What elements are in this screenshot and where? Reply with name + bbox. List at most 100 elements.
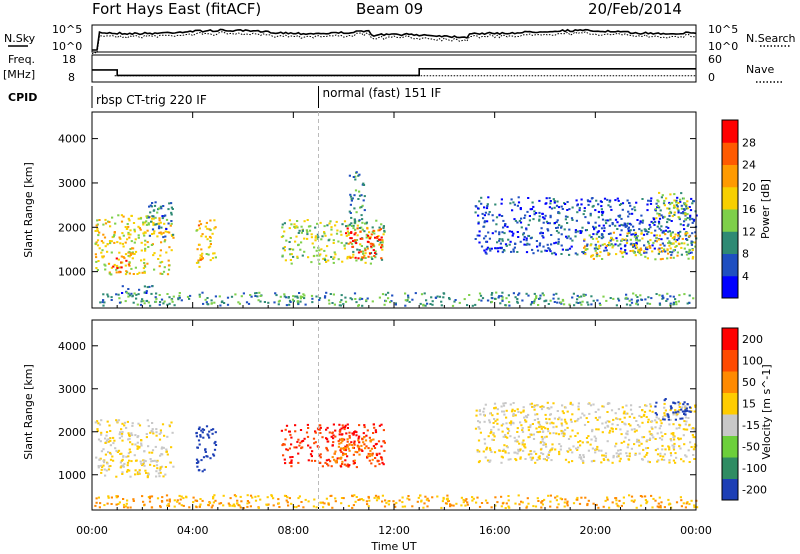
scatter-cell <box>460 496 463 499</box>
scatter-cell <box>549 449 552 452</box>
scatter-cell <box>374 236 377 239</box>
scatter-cell <box>330 435 333 438</box>
scatter-cell <box>556 410 559 412</box>
scatter-cell <box>661 435 664 438</box>
scatter-cell <box>478 505 482 508</box>
scatter-cell <box>373 255 376 257</box>
scatter-cell <box>491 297 494 300</box>
scatter-cell <box>617 199 620 202</box>
scatter-cell <box>121 432 124 435</box>
scatter-cell <box>334 460 337 463</box>
scatter-cell <box>672 413 675 416</box>
scatter-cell <box>624 249 627 252</box>
scatter-cell <box>99 301 102 304</box>
scatter-cell <box>513 436 516 439</box>
scatter-cell <box>359 297 362 300</box>
scatter-cell <box>368 499 371 502</box>
scatter-cell <box>166 499 169 502</box>
scatter-cell <box>370 245 373 248</box>
scatter-cell <box>549 422 552 425</box>
scatter-cell <box>606 440 609 443</box>
scatter-cell <box>547 229 550 232</box>
scatter-cell <box>436 495 439 498</box>
scatter-cell <box>601 236 604 239</box>
time-tick-label: 00:00 <box>76 524 108 537</box>
scatter-cell <box>620 239 623 242</box>
scatter-cell <box>502 423 505 426</box>
scatter-cell <box>679 198 682 201</box>
scatter-cell <box>549 432 552 435</box>
scatter-cell <box>501 502 504 505</box>
scatter-cell <box>285 499 288 502</box>
scatter-cell <box>636 219 639 221</box>
scatter-cell <box>685 250 688 253</box>
scatter-cell <box>246 505 249 508</box>
scatter-cell <box>672 446 675 449</box>
scatter-cell <box>691 232 694 235</box>
scatter-cell <box>463 298 466 301</box>
scatter-cell <box>355 171 358 174</box>
scatter-cell <box>672 423 675 426</box>
scatter-cell <box>118 433 121 436</box>
scatter-cell <box>591 237 595 240</box>
scatter-cell <box>166 293 169 295</box>
scatter-cell <box>296 295 299 298</box>
scatter-cell <box>645 447 648 450</box>
scatter-cell <box>209 229 212 232</box>
scatter-cell <box>646 209 649 212</box>
scatter-cell <box>358 249 361 252</box>
scatter-cell <box>637 249 640 252</box>
scatter-cell <box>353 207 356 210</box>
scatter-cell <box>206 238 209 241</box>
scatter-cell <box>97 496 100 499</box>
scatter-cell <box>424 304 427 307</box>
scatter-cell <box>672 436 675 439</box>
scatter-cell <box>630 495 634 498</box>
scatter-cell <box>360 444 363 447</box>
scatter-cell <box>117 271 121 274</box>
scatter-cell <box>347 464 350 467</box>
scatter-cell <box>668 212 671 215</box>
scatter-cell <box>582 251 585 254</box>
scatter-cell <box>497 247 500 250</box>
scatter-cell <box>373 245 376 248</box>
scatter-cell <box>652 497 655 500</box>
scatter-cell <box>307 444 310 447</box>
scatter-cell <box>366 234 370 237</box>
scatter-cell <box>203 468 206 471</box>
scatter-cell <box>118 251 121 254</box>
scatter-cell <box>626 232 629 235</box>
scatter-cell <box>352 224 355 227</box>
scatter-cell <box>602 295 605 298</box>
scatter-cell <box>222 504 225 507</box>
scatter-cell <box>546 401 549 404</box>
scatter-cell <box>694 245 697 248</box>
scatter-cell <box>646 246 649 249</box>
scatter-cell <box>408 498 411 501</box>
scatter-cell <box>303 297 306 300</box>
scatter-cell <box>504 434 507 436</box>
scatter-cell <box>668 446 671 449</box>
scatter-cell <box>115 495 118 497</box>
scatter-cell <box>106 243 109 245</box>
scatter-cell <box>152 254 155 257</box>
scatter-cell <box>635 201 638 204</box>
scatter-cell <box>598 416 602 419</box>
scatter-cell <box>135 459 138 462</box>
scatter-cell <box>124 264 127 267</box>
scatter-cell <box>371 242 374 245</box>
scatter-cell <box>367 505 370 508</box>
scatter-cell <box>110 296 113 299</box>
scatter-cell <box>290 502 293 505</box>
scatter-cell <box>342 447 346 449</box>
scatter-cell <box>630 233 633 236</box>
scatter-cell <box>296 220 299 222</box>
scatter-cell <box>475 205 478 208</box>
scatter-cell <box>491 292 494 294</box>
velocity-colorbar-tick: 50 <box>742 376 756 389</box>
scatter-cell <box>375 499 379 502</box>
scatter-cell <box>693 504 696 507</box>
scatter-cell <box>673 238 676 241</box>
scatter-cell <box>660 214 663 217</box>
scatter-cell <box>541 440 544 443</box>
